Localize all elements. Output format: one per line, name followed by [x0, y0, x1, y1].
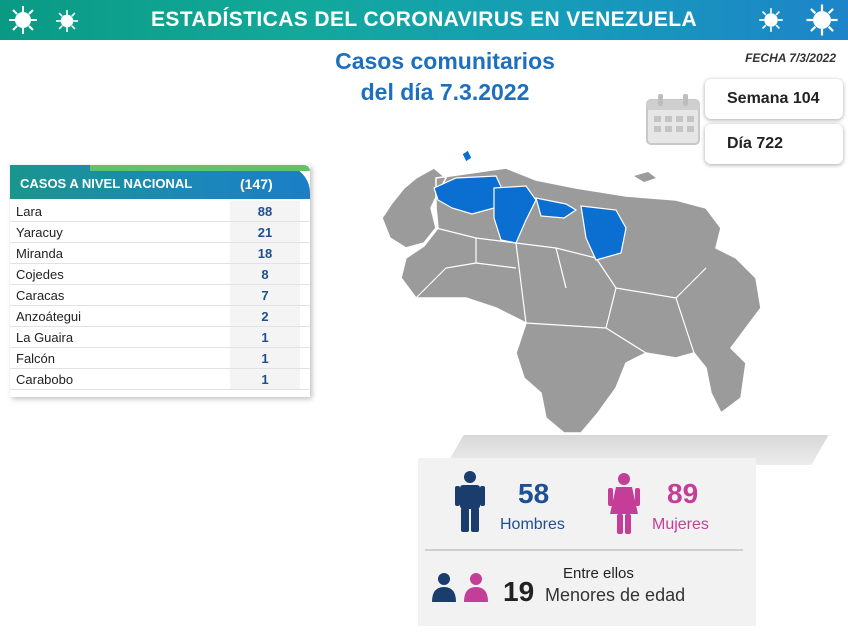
state-cases: 2: [261, 309, 269, 324]
state-name: Anzoátegui: [16, 309, 82, 324]
virus-icon: [806, 4, 838, 36]
map-highlight: [461, 149, 473, 163]
state-name: Carabobo: [16, 372, 74, 387]
national-cases-table: CASOS A NIVEL NACIONAL (147) Lara 88 Yar…: [10, 165, 310, 397]
virus-icon: [55, 9, 79, 33]
divider: [425, 549, 743, 551]
women-label: Mujeres: [652, 516, 709, 533]
table-row: Anzoátegui 2: [10, 306, 310, 327]
map-highlight: [535, 197, 578, 219]
minors-icon: [432, 573, 488, 602]
date-label: FECHA 7/3/2022: [745, 51, 836, 65]
table-row: Caracas 7: [10, 285, 310, 306]
state-cases: 8: [261, 267, 269, 282]
woman-icon: [608, 473, 640, 534]
state-cases: 1: [261, 330, 269, 345]
state-cases: 18: [257, 246, 273, 261]
week-badge: Semana 104: [705, 79, 843, 119]
state-cases: 21: [257, 225, 273, 240]
men-label: Hombres: [500, 516, 565, 533]
virus-icon: [9, 6, 37, 34]
table-row: La Guaira 1: [10, 327, 310, 348]
state-name: Cojedes: [16, 267, 64, 282]
minors-intro: Entre ellos: [563, 565, 634, 582]
state-name: Falcón: [16, 351, 56, 366]
table-row: Carabobo 1: [10, 369, 310, 390]
state-cases: 7: [261, 288, 269, 303]
state-cases: 1: [261, 351, 269, 366]
state-cases: 1: [261, 372, 269, 387]
state-cases: 88: [257, 204, 273, 219]
header-banner: [0, 0, 848, 40]
women-count: 89: [667, 478, 699, 509]
map-highlight: [580, 205, 627, 261]
calendar-icon: [646, 94, 700, 145]
map-base: [381, 167, 762, 434]
table-row: Miranda 18: [10, 243, 310, 264]
table-row: Falcón 1: [10, 348, 310, 369]
virus-icon: [759, 8, 783, 32]
table-row: Yaracuy 21: [10, 222, 310, 243]
day-badge: Día 722: [705, 124, 843, 164]
table-title: CASOS A NIVEL NACIONAL: [20, 176, 193, 191]
subtitle: Casos comunitarios del día 7.3.2022: [300, 46, 590, 108]
table-row: Cojedes 8: [10, 264, 310, 285]
minors-label: Menores de edad: [545, 585, 686, 605]
table-row: Lara 88: [10, 201, 310, 222]
map-highlight: [493, 185, 537, 244]
subtitle-line-1: Casos comunitarios: [335, 48, 555, 74]
table-total: (147): [240, 176, 273, 192]
man-icon: [455, 471, 485, 532]
state-name: Lara: [16, 204, 43, 219]
subtitle-line-2: del día 7.3.2022: [360, 79, 530, 105]
venezuela-map: [381, 149, 762, 434]
minors-count: 19: [503, 576, 535, 607]
map-island: [634, 172, 656, 182]
state-name: La Guaira: [16, 330, 74, 345]
page-title: ESTADÍSTICAS DEL CORONAVIRUS EN VENEZUEL…: [150, 8, 698, 31]
state-name: Miranda: [16, 246, 63, 261]
table-header-accent: [90, 165, 310, 171]
state-name: Yaracuy: [16, 225, 63, 240]
state-name: Caracas: [16, 288, 65, 303]
men-count: 58: [518, 478, 550, 509]
